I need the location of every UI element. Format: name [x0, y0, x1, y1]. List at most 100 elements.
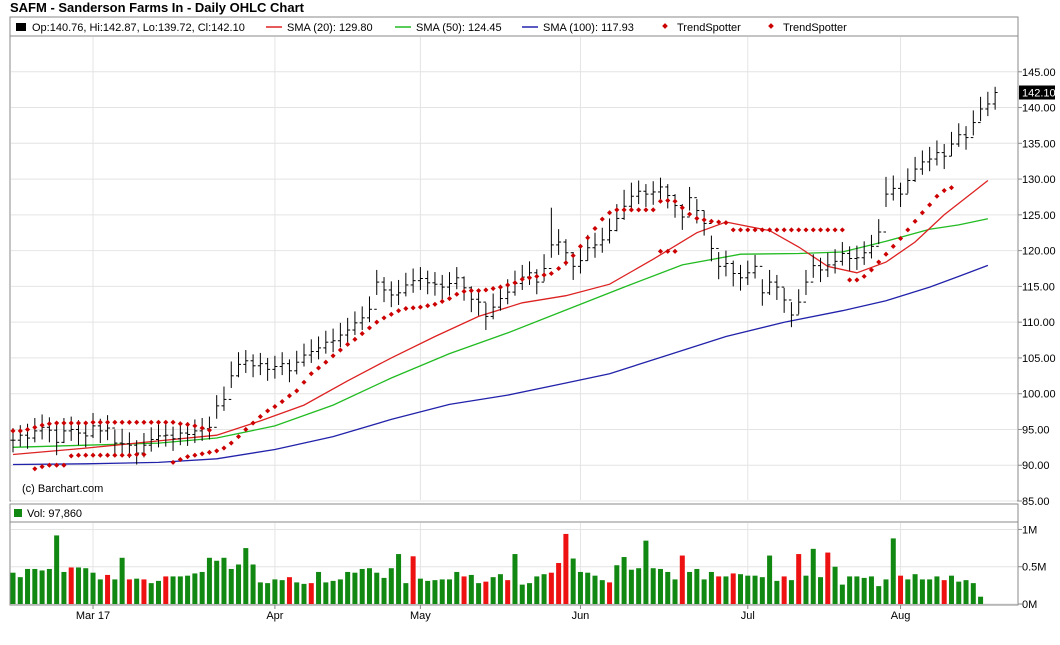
- ohlc-bar: [221, 386, 227, 411]
- ohlc-bar: [265, 357, 271, 381]
- ohlc-bar: [599, 227, 605, 253]
- ohlc-bar: [803, 269, 809, 303]
- trendspotter-dot: [163, 419, 169, 425]
- volume-bar: [279, 580, 285, 604]
- ohlc-bar: [745, 260, 751, 285]
- trendspotter-dot: [301, 379, 307, 385]
- ohlc-bar: [701, 210, 707, 236]
- volume-bar: [141, 579, 147, 604]
- ohlc-bar: [628, 182, 634, 210]
- volume-bar: [83, 568, 89, 604]
- trendspotter-dot: [388, 311, 394, 317]
- volume-bar: [32, 568, 38, 604]
- ohlc-bar: [810, 254, 816, 283]
- price-tick-label: 100.00: [1022, 389, 1056, 401]
- volume-bar: [527, 583, 533, 604]
- volume-bar: [243, 548, 249, 604]
- volume-bar: [221, 557, 227, 604]
- trendspotter-dot: [134, 451, 140, 458]
- volume-bar: [912, 574, 918, 604]
- trendspotter-dot: [141, 419, 147, 425]
- ohlc-bar: [650, 181, 656, 205]
- trendspotter-dot: [206, 427, 212, 433]
- volume-bar: [39, 570, 45, 604]
- ohlc-bar: [316, 336, 322, 360]
- volume-bar: [337, 579, 343, 604]
- ohlc-bar: [657, 177, 663, 200]
- ohlc-bar: [636, 180, 642, 205]
- trendspotter-dot: [170, 419, 176, 425]
- price-tick-label: 120.00: [1022, 246, 1056, 258]
- ohlc-bar: [548, 207, 554, 269]
- trendspotter-dot: [650, 207, 656, 213]
- volume-bar: [563, 533, 569, 604]
- ohlc-legend-text: Op:140.76, Hi:142.87, Lo:139.72, Cl:142.…: [32, 22, 245, 34]
- price-tick-label: 125.00: [1022, 210, 1056, 222]
- ohlc-bar: [927, 146, 933, 172]
- volume-bar: [643, 540, 649, 604]
- trendspotter-dot: [75, 420, 82, 426]
- volume-bar: [948, 575, 954, 604]
- volume-bar: [454, 571, 460, 604]
- ohlc-bar: [170, 426, 176, 451]
- volume-bar: [163, 576, 169, 604]
- volume-bar: [919, 579, 925, 604]
- volume-bar: [701, 579, 707, 604]
- volume-bar: [628, 569, 634, 604]
- trendspotter-dot: [425, 303, 431, 309]
- ohlc-bar: [716, 247, 722, 280]
- trendspotter-dot: [25, 426, 31, 433]
- volume-legend-swatch: [14, 509, 22, 517]
- trend1-legend-swatch: [662, 23, 668, 29]
- volume-bar: [818, 577, 824, 604]
- volume-bar: [883, 579, 889, 604]
- volume-bar: [519, 584, 525, 604]
- ohlc-bar: [83, 422, 89, 448]
- volume-bar: [963, 580, 969, 604]
- trendspotter-dot: [345, 341, 351, 347]
- volume-bar: [265, 583, 271, 604]
- trendspotter-dot: [454, 291, 460, 297]
- volume-bar: [316, 571, 322, 604]
- volume-bar: [75, 567, 81, 604]
- trendspotter-dot: [330, 353, 336, 359]
- ohlc-bar: [832, 249, 838, 274]
- volume-bar: [636, 568, 642, 604]
- trendspotter-dot: [228, 440, 234, 446]
- ohlc-bar: [119, 428, 125, 456]
- volume-bar: [366, 568, 372, 604]
- ohlc-bar: [381, 277, 387, 303]
- volume-bar: [774, 580, 780, 604]
- volume-bar: [199, 571, 205, 604]
- trendspotter-dot: [927, 202, 933, 208]
- trendspotter-dot: [476, 288, 482, 294]
- ohlc-bar: [374, 269, 380, 310]
- volume-bar: [687, 571, 693, 604]
- last-price-label: 142.10: [1022, 88, 1056, 100]
- trendspotter-dot: [396, 308, 402, 314]
- month-tick-label: Mar 17: [76, 610, 110, 622]
- volume-bar: [308, 583, 314, 604]
- volume-bar: [738, 574, 743, 604]
- volume-bar: [694, 568, 700, 604]
- price-tick-label: 115.00: [1022, 281, 1055, 293]
- ohlc-bar: [847, 246, 853, 271]
- trendspotter-dot: [817, 227, 824, 233]
- trendspotter-dot: [83, 452, 89, 458]
- volume-bar: [68, 567, 74, 604]
- volume-bar: [832, 566, 838, 604]
- trendspotter-dot: [599, 216, 605, 222]
- trendspotter-dot: [708, 218, 714, 224]
- volume-bar: [497, 574, 503, 604]
- ohlc-bar: [272, 355, 278, 379]
- volume-bar: [607, 582, 613, 604]
- trendspotter-dot: [868, 267, 874, 273]
- trendspotter-dot: [403, 306, 409, 312]
- volume-bar: [781, 576, 787, 604]
- trendspotter-dot: [483, 287, 489, 293]
- trendspotter-dot: [192, 423, 198, 429]
- volume-bar: [723, 576, 729, 604]
- volume-bar: [90, 572, 96, 604]
- volume-bar: [214, 560, 220, 604]
